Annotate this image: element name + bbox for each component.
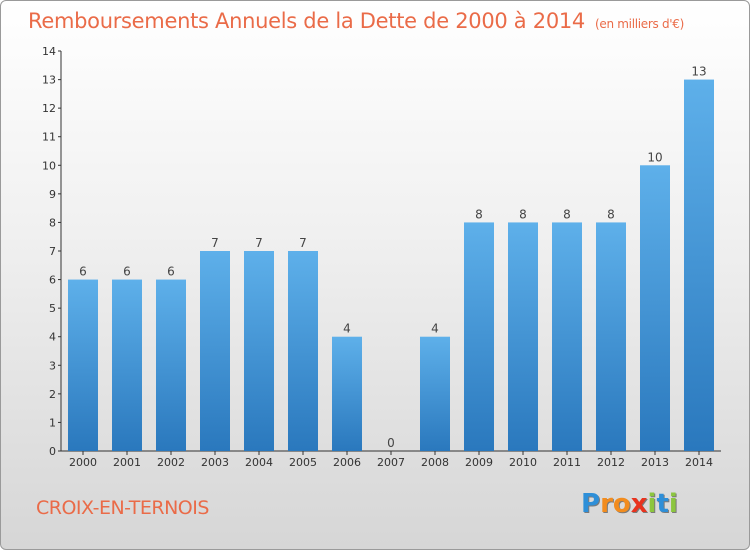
bar-value-label: 6 bbox=[123, 265, 131, 279]
y-tick-label: 0 bbox=[49, 445, 56, 458]
x-tick-label: 2005 bbox=[289, 456, 317, 469]
x-tick-label: 2014 bbox=[685, 456, 713, 469]
bar-value-label: 13 bbox=[691, 65, 706, 79]
bar bbox=[596, 222, 626, 451]
y-tick-label: 8 bbox=[49, 216, 56, 229]
bar bbox=[68, 279, 98, 451]
y-tick-label: 1 bbox=[49, 416, 56, 429]
y-tick-label: 5 bbox=[49, 302, 56, 315]
bar-value-label: 7 bbox=[299, 236, 307, 250]
bar-value-label: 0 bbox=[387, 436, 395, 450]
bar-value-label: 7 bbox=[211, 236, 219, 250]
bar-value-label: 8 bbox=[563, 207, 571, 221]
y-tick-label: 7 bbox=[49, 245, 56, 258]
logo-letter: P bbox=[581, 489, 601, 519]
unit-note: (en milliers d'€) bbox=[595, 17, 685, 31]
y-tick-label: 9 bbox=[49, 188, 56, 201]
y-tick-label: 6 bbox=[49, 274, 56, 287]
bar-value-label: 10 bbox=[647, 150, 662, 164]
y-tick-label: 2 bbox=[49, 388, 56, 401]
y-tick-label: 14 bbox=[42, 45, 56, 58]
bar bbox=[464, 222, 494, 451]
bar-value-label: 7 bbox=[255, 236, 263, 250]
bar bbox=[552, 222, 582, 451]
proxiti-logo: Proxiti bbox=[581, 489, 678, 519]
bar bbox=[112, 279, 142, 451]
chart-title-text: Remboursements Annuels de la Dette de 20… bbox=[28, 9, 585, 33]
x-tick-label: 2004 bbox=[245, 456, 273, 469]
bar-value-label: 6 bbox=[79, 265, 87, 279]
y-tick-label: 13 bbox=[42, 74, 56, 87]
y-tick-label: 11 bbox=[42, 131, 56, 144]
y-tick-label: 4 bbox=[49, 331, 56, 344]
bar bbox=[288, 251, 318, 451]
logo-letter: i bbox=[668, 489, 678, 519]
bar-value-label: 8 bbox=[607, 207, 615, 221]
bar bbox=[508, 222, 538, 451]
x-tick-label: 2009 bbox=[465, 456, 493, 469]
logo-letter: i bbox=[647, 489, 657, 519]
y-tick-label: 10 bbox=[42, 159, 56, 172]
x-tick-label: 2011 bbox=[553, 456, 581, 469]
x-tick-label: 2006 bbox=[333, 456, 361, 469]
logo-letter: r bbox=[600, 489, 613, 519]
bar-value-label: 8 bbox=[519, 207, 527, 221]
chart-title: Remboursements Annuels de la Dette de 20… bbox=[28, 9, 684, 33]
x-tick-label: 2001 bbox=[113, 456, 141, 469]
bar bbox=[156, 279, 186, 451]
x-tick-label: 2010 bbox=[509, 456, 537, 469]
bars: 6 6 6 7 7 7 4 0 4 8 8 8 8 10 13 bbox=[68, 65, 714, 452]
x-tick-label: 2008 bbox=[421, 456, 449, 469]
bar-value-label: 6 bbox=[167, 265, 175, 279]
x-tick-label: 2013 bbox=[641, 456, 669, 469]
x-tick-label: 2000 bbox=[69, 456, 97, 469]
y-tick-label: 12 bbox=[42, 102, 56, 115]
logo-letter: o bbox=[612, 489, 631, 519]
x-tick-label: 2003 bbox=[201, 456, 229, 469]
y-tick-label: 3 bbox=[49, 359, 56, 372]
x-tick-label: 2007 bbox=[377, 456, 405, 469]
logo-letter: x bbox=[630, 489, 648, 519]
x-tick-label: 2012 bbox=[597, 456, 625, 469]
bar bbox=[244, 251, 274, 451]
logo-letter: t bbox=[656, 489, 669, 519]
bar bbox=[640, 165, 670, 452]
bar bbox=[420, 336, 450, 451]
x-tick-label: 2002 bbox=[157, 456, 185, 469]
bar-value-label: 8 bbox=[475, 207, 483, 221]
commune-name: CROIX-EN-TERNOIS bbox=[36, 497, 209, 519]
bar-value-label: 4 bbox=[343, 322, 351, 336]
bar-value-label: 4 bbox=[431, 322, 439, 336]
bar bbox=[332, 336, 362, 451]
bar bbox=[200, 251, 230, 451]
bar bbox=[684, 79, 714, 452]
